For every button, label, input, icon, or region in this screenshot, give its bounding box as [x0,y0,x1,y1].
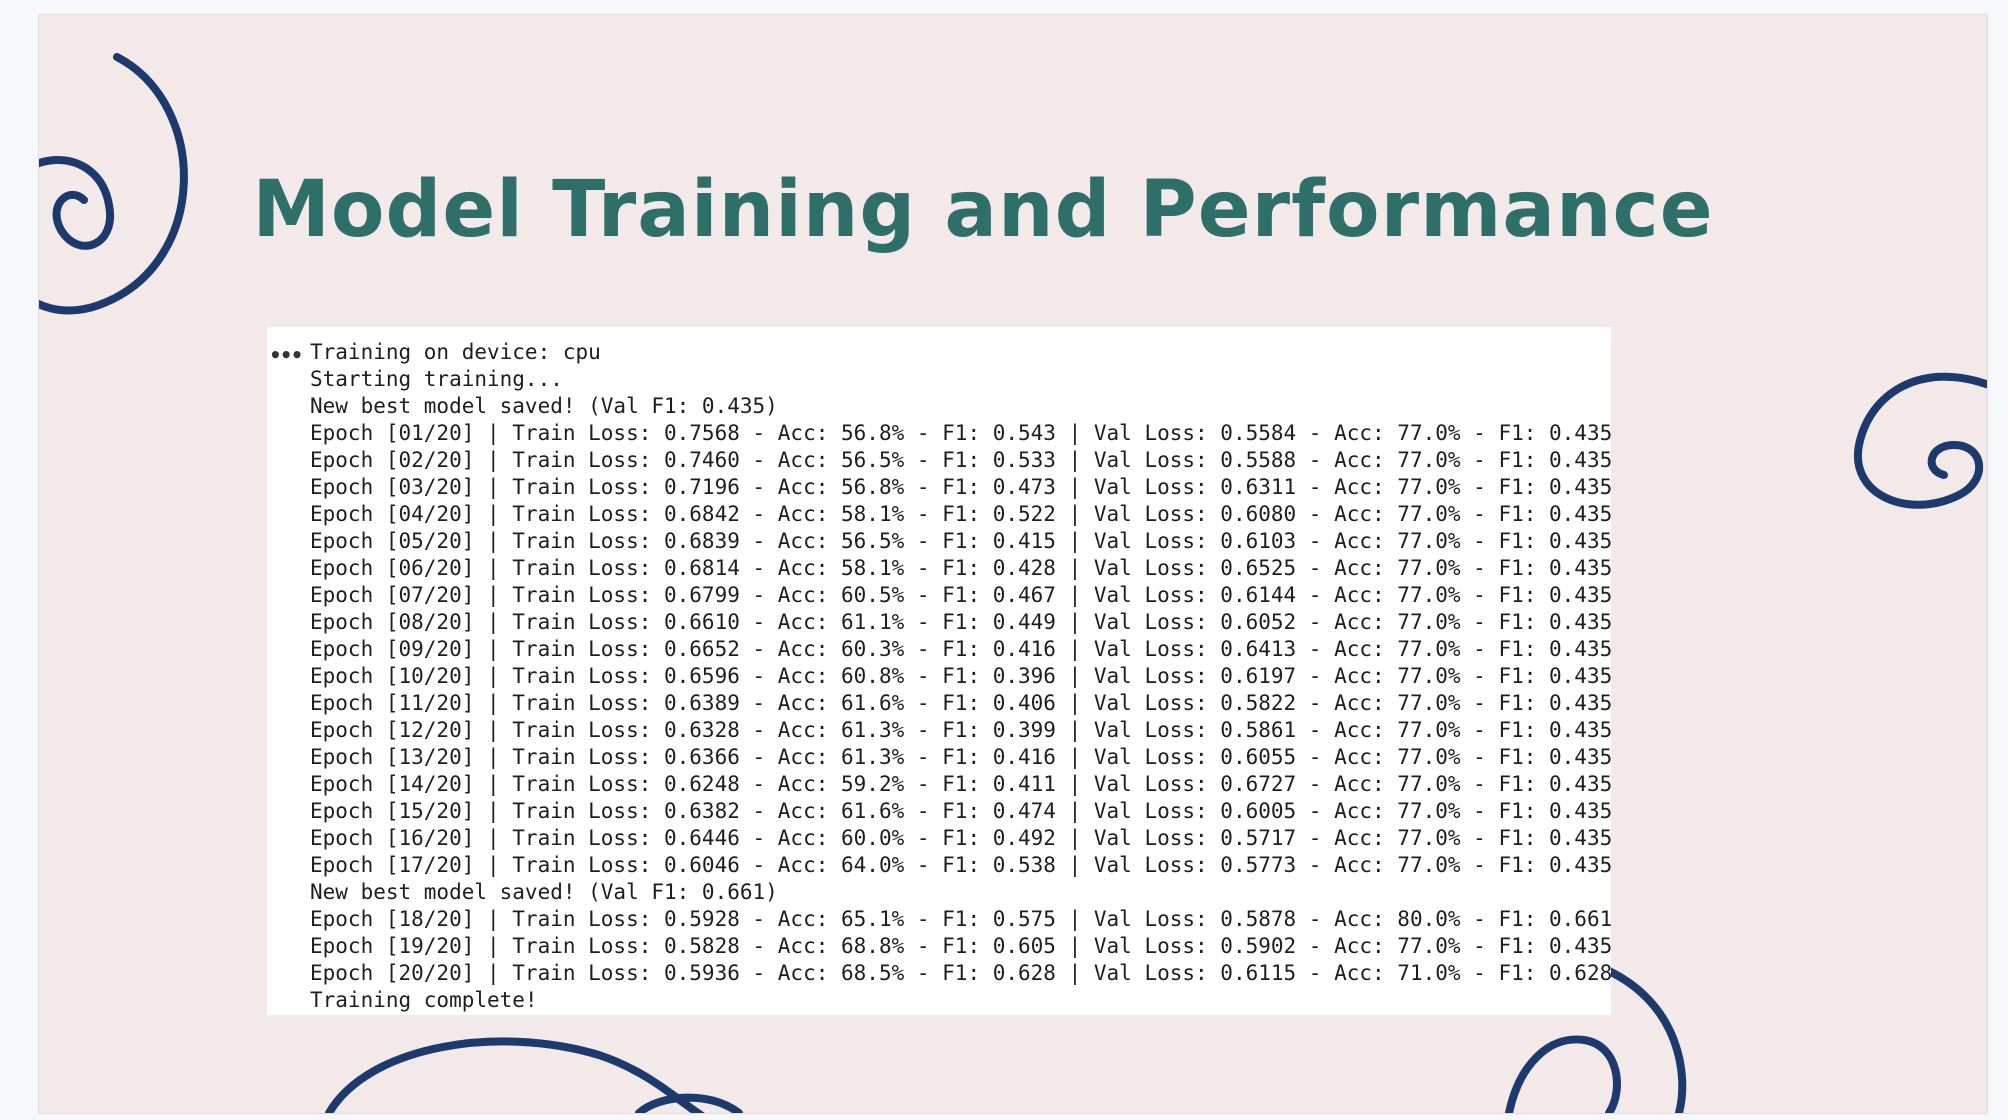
log-line: Epoch [05/20] | Train Loss: 0.6839 - Acc… [310,529,1613,553]
log-line: Epoch [11/20] | Train Loss: 0.6389 - Acc… [310,691,1613,715]
log-line: Epoch [20/20] | Train Loss: 0.5936 - Acc… [310,961,1613,985]
swirl-bottom-left [325,1037,743,1113]
log-line: Epoch [13/20] | Train Loss: 0.6366 - Acc… [310,745,1613,769]
log-line: Epoch [12/20] | Train Loss: 0.6328 - Acc… [310,718,1613,742]
log-line: Epoch [02/20] | Train Loss: 0.7460 - Acc… [310,448,1613,472]
log-line: Epoch [10/20] | Train Loss: 0.6596 - Acc… [310,664,1613,688]
log-line: Starting training... [310,367,563,391]
log-line: Epoch [09/20] | Train Loss: 0.6652 - Acc… [310,637,1613,661]
swirl-right [1853,372,1987,509]
log-line: Epoch [16/20] | Train Loss: 0.6446 - Acc… [310,826,1613,850]
log-line: Epoch [08/20] | Train Loss: 0.6610 - Acc… [310,610,1613,634]
log-line: New best model saved! (Val F1: 0.435) [310,394,778,418]
log-line: Epoch [06/20] | Train Loss: 0.6814 - Acc… [310,556,1613,580]
training-log-output: ••• Training on device: cpu Starting trai… [267,327,1612,1015]
swirl-decorations [39,53,1987,1113]
log-line: Epoch [17/20] | Train Loss: 0.6046 - Acc… [310,853,1613,877]
log-lines: Training on device: cpu Starting training… [310,339,1612,1014]
log-line: Epoch [04/20] | Train Loss: 0.6842 - Acc… [310,502,1613,526]
swirl-bottom-right [1505,967,1687,1113]
log-line: Epoch [15/20] | Train Loss: 0.6382 - Acc… [310,799,1613,823]
swirl-top-left [39,53,188,315]
log-line: Epoch [19/20] | Train Loss: 0.5828 - Acc… [310,934,1613,958]
log-line: Epoch [01/20] | Train Loss: 0.7568 - Acc… [310,421,1613,445]
log-line: Epoch [03/20] | Train Loss: 0.7196 - Acc… [310,475,1613,499]
log-line: Epoch [18/20] | Train Loss: 0.5928 - Acc… [310,907,1613,931]
log-line: Training on device: cpu [310,340,601,364]
log-line: Epoch [07/20] | Train Loss: 0.6799 - Acc… [310,583,1613,607]
log-line: Epoch [14/20] | Train Loss: 0.6248 - Acc… [310,772,1613,796]
log-line: Training complete! [310,988,538,1012]
slide: Model Training and Performance ••• Train… [38,14,1988,1114]
page-title: Model Training and Performance [252,165,1714,255]
log-line: New best model saved! (Val F1: 0.661) [310,880,778,904]
ellipsis-icon[interactable]: ••• [269,343,303,367]
